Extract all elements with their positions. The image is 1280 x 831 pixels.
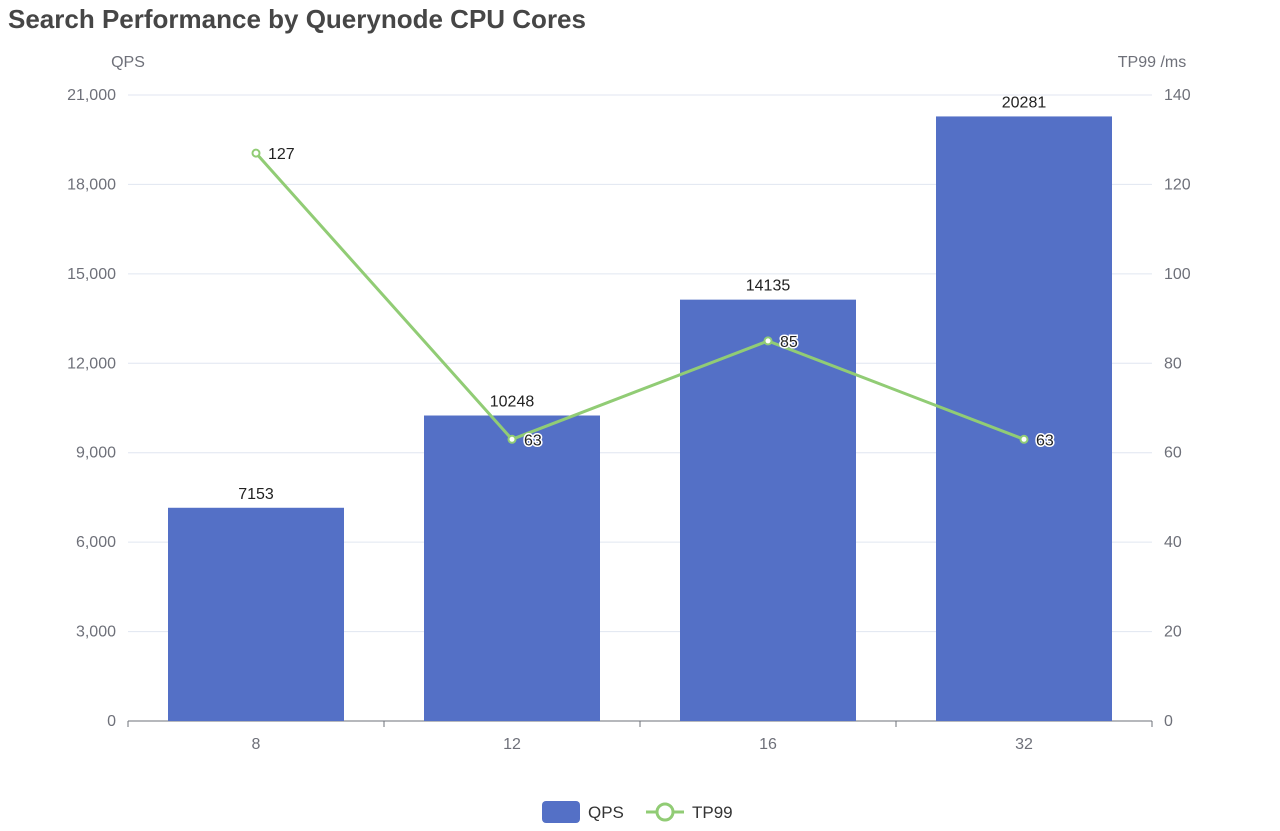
legend-swatch-qps [542, 801, 580, 823]
line-data-label: 85 [780, 334, 798, 351]
line-point-tp99 [251, 148, 261, 158]
y-left-tick-label: 0 [107, 713, 116, 730]
y-left-tick-label: 6,000 [76, 534, 116, 551]
chart-title: Search Performance by Querynode CPU Core… [8, 4, 586, 34]
bar-qps [424, 415, 600, 721]
y-right-tick-label: 0 [1164, 713, 1173, 730]
y-right-tick-label: 100 [1164, 266, 1191, 283]
line-data-label: 63 [1036, 432, 1054, 449]
line-data-label: 127 [268, 146, 295, 163]
bar-qps [168, 507, 344, 721]
y-right-tick-label: 40 [1164, 534, 1182, 551]
y-left-axis-label: QPS [111, 54, 145, 71]
bar-data-label: 20281 [1002, 94, 1047, 111]
y-left-tick-label: 3,000 [76, 624, 116, 641]
legend-swatch-tp99-marker [655, 802, 675, 822]
y-right-axis-label: TP99 /ms [1118, 54, 1186, 71]
bar-qps [680, 299, 856, 721]
bar-data-label: 10248 [490, 394, 535, 411]
line-data-label: 63 [524, 432, 542, 449]
y-right-tick-label: 60 [1164, 445, 1182, 462]
legend-label-qps: QPS [588, 803, 624, 822]
line-point-tp99 [507, 434, 517, 444]
bar-data-label: 14135 [746, 278, 791, 295]
x-tick-label: 8 [252, 736, 261, 753]
line-point-tp99 [1019, 434, 1029, 444]
bar-data-label: 7153 [238, 486, 274, 503]
legend-label-tp99: TP99 [692, 803, 733, 822]
y-right-tick-label: 20 [1164, 624, 1182, 641]
x-tick-label: 16 [759, 736, 777, 753]
x-tick-label: 12 [503, 736, 521, 753]
y-right-tick-label: 120 [1164, 176, 1191, 193]
y-left-tick-label: 21,000 [67, 87, 116, 104]
y-left-tick-label: 12,000 [67, 355, 116, 372]
y-right-tick-label: 80 [1164, 355, 1182, 372]
bar-qps [936, 116, 1112, 721]
y-right-tick-label: 140 [1164, 87, 1191, 104]
y-left-tick-label: 15,000 [67, 266, 116, 283]
y-left-tick-label: 18,000 [67, 176, 116, 193]
line-tp99 [254, 152, 1025, 442]
x-tick-label: 32 [1015, 736, 1033, 753]
line-point-tp99 [763, 336, 773, 346]
y-left-tick-label: 9,000 [76, 445, 116, 462]
